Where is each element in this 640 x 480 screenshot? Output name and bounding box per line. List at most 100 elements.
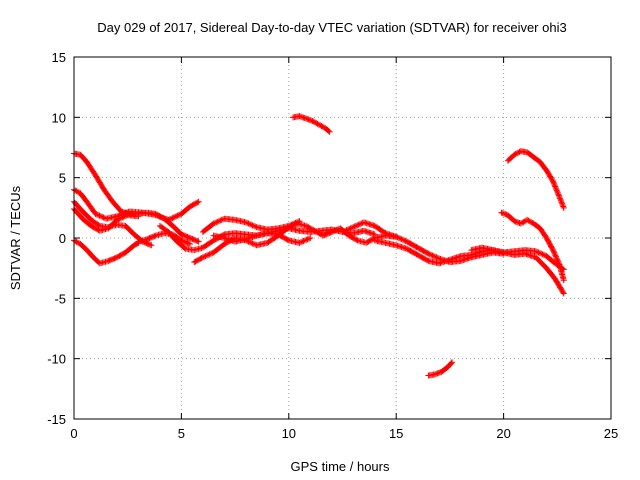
data-point (560, 290, 567, 297)
data-point (151, 233, 158, 240)
data-point (350, 224, 357, 231)
data-point (297, 239, 304, 246)
y-axis-label: SDTVAR / TECUs (8, 185, 23, 290)
data-point (314, 120, 321, 127)
data-point (304, 236, 311, 243)
x-tick-label: 25 (604, 426, 618, 441)
data-point (515, 149, 522, 156)
data-point (555, 191, 562, 198)
x-tick-label: 10 (282, 426, 296, 441)
data-point (318, 123, 325, 130)
data-point (305, 235, 312, 242)
data-point (342, 227, 349, 234)
data-point (301, 237, 308, 244)
data-point (170, 214, 177, 221)
data-point (424, 250, 431, 257)
data-point (73, 238, 80, 245)
data-point (428, 251, 435, 258)
series-track-16 (498, 209, 567, 284)
x-tick-label: 5 (178, 426, 185, 441)
y-tick-label: 10 (52, 110, 66, 125)
data-point (556, 195, 563, 202)
data-point (202, 253, 209, 260)
data-point (174, 212, 181, 219)
data-point (215, 218, 222, 225)
data-point (560, 203, 567, 210)
data-point (549, 245, 556, 252)
data-point (449, 359, 456, 366)
series-track-14 (425, 359, 456, 379)
data-point (166, 216, 173, 223)
data-point (319, 123, 326, 130)
data-point (558, 199, 565, 206)
data-point (198, 254, 205, 261)
data-point (289, 221, 296, 228)
data-point (528, 219, 535, 226)
data-point (317, 122, 324, 129)
data-point (309, 117, 316, 124)
data-point (165, 216, 172, 223)
data-point (203, 252, 210, 259)
data-point (307, 235, 314, 241)
data-point (534, 248, 541, 255)
y-tick-label: 0 (59, 231, 66, 246)
data-point (181, 244, 188, 251)
data-point (434, 254, 441, 261)
data-point (199, 254, 206, 261)
data-point (550, 248, 557, 255)
data-point (92, 210, 99, 217)
data-point (426, 251, 433, 258)
series-track-4 (71, 206, 142, 234)
data-point (120, 213, 127, 220)
data-point (175, 212, 182, 219)
data-point (74, 239, 81, 246)
data-point (313, 120, 320, 127)
data-point (551, 182, 558, 189)
data-point (303, 236, 310, 243)
series-track-8 (191, 220, 400, 266)
data-point (554, 188, 561, 195)
data-point (73, 188, 80, 195)
x-axis-label: GPS time / hours (291, 459, 390, 474)
data-point (148, 242, 155, 249)
data-point (532, 248, 539, 255)
data-point (524, 216, 531, 223)
data-point (429, 252, 436, 259)
data-point (173, 213, 180, 220)
data-point (348, 224, 355, 231)
series-track-11 (290, 113, 333, 135)
data-point (213, 219, 220, 226)
data-point (96, 212, 103, 219)
series-track-13 (371, 237, 567, 273)
series-track-9 (199, 215, 303, 235)
data-point (521, 218, 528, 225)
chart-title: Day 029 of 2017, Sidereal Day-to-day VTE… (97, 20, 566, 35)
data-point (195, 198, 202, 205)
series-track-2 (71, 186, 202, 223)
data-point (554, 257, 561, 264)
data-point (552, 184, 559, 191)
data-point (285, 222, 292, 229)
data-point (432, 253, 439, 260)
data-point (194, 238, 201, 245)
series-track-15 (468, 244, 567, 297)
data-point (168, 215, 175, 222)
data-point (552, 253, 559, 260)
y-tick-label: -10 (47, 352, 66, 367)
y-tick-label: -5 (54, 291, 66, 306)
data-point (448, 360, 455, 367)
x-tick-label: 20 (496, 426, 510, 441)
data-point (312, 119, 319, 126)
data-point (116, 215, 123, 222)
data-point (113, 216, 120, 223)
data-point (287, 222, 294, 229)
data-point (536, 250, 543, 257)
data-point (353, 236, 360, 243)
data-point (171, 213, 178, 220)
data-point (122, 213, 129, 220)
data-series (71, 113, 567, 379)
data-point (355, 221, 362, 228)
data-point (299, 238, 306, 245)
data-point (300, 238, 307, 245)
